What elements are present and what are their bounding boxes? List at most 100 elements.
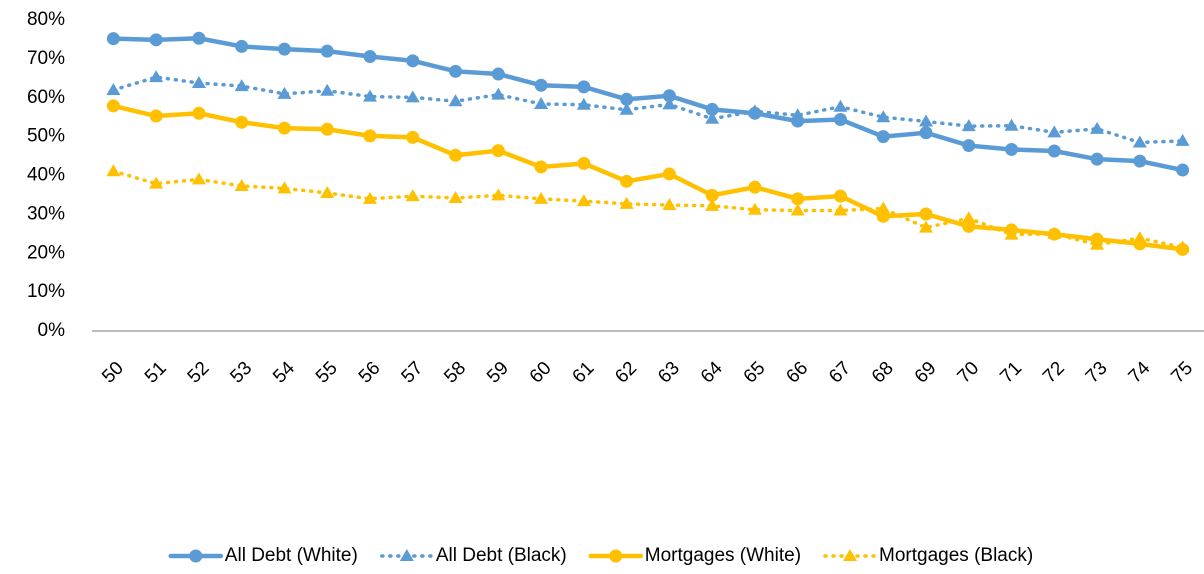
point [320,122,334,136]
point [1175,133,1190,146]
point [747,202,762,215]
point [149,70,164,83]
point [1132,231,1147,244]
x-tick-label: 70 [954,358,984,388]
point [705,188,719,202]
point [320,44,334,58]
point [191,172,206,185]
x-tick-label: 66 [782,358,812,388]
point [919,114,933,127]
point [790,203,805,216]
x-tick-label: 68 [868,358,898,388]
point [491,87,506,100]
point [491,188,506,201]
point [705,102,719,116]
point [363,50,377,64]
point [705,111,720,124]
x-tick-label: 59 [483,358,513,388]
point [876,110,891,123]
x-tick-label: 51 [141,358,171,388]
point [1004,227,1019,240]
legend-label: All Debt (Black) [436,545,567,566]
point [405,189,420,202]
point [662,198,677,211]
series-line [111,75,1185,145]
point [1047,125,1062,138]
x-tick-label: 54 [269,357,299,387]
y-tick-label: 40% [27,165,65,186]
y-tick-label: 0% [38,320,66,341]
x-tick-label: 52 [184,358,214,388]
point [277,121,291,135]
x-tick-label: 56 [355,358,385,388]
point [919,126,933,140]
point [705,198,720,211]
point [919,220,933,233]
point [1047,144,1061,158]
point [962,139,976,153]
y-tick-label: 50% [27,126,65,147]
legend-label: All Debt (White) [225,545,358,566]
point [363,191,377,204]
legend-marker [399,549,414,561]
point [534,78,548,92]
point [1090,237,1105,250]
x-tick-label: 57 [398,358,428,388]
point [747,104,762,117]
point [1004,118,1019,131]
point [534,160,548,174]
y-tick-label: 30% [27,203,65,224]
y-tick-label: 60% [27,87,65,108]
point [106,99,120,113]
x-tick-label: 55 [312,358,342,388]
point [790,108,805,121]
legend-label: Mortgages (Black) [879,545,1033,566]
point [491,67,505,81]
point [1090,121,1105,134]
point [448,94,463,107]
point [662,89,676,103]
point [577,80,591,94]
point [406,130,420,144]
point [619,196,634,209]
point [363,129,377,143]
point [534,191,549,204]
point [833,203,848,216]
point [192,31,206,45]
point [919,207,933,221]
point [106,82,121,95]
point [534,96,549,109]
legend-marker [609,549,623,563]
point [620,174,634,188]
point [620,92,634,106]
point [277,42,291,56]
point [833,99,848,112]
point [448,191,463,204]
point [277,86,292,99]
x-tick-label: 73 [1082,358,1112,388]
point [1132,135,1147,148]
point [320,185,335,198]
legend-marker [843,549,858,561]
y-tick-label: 20% [27,242,65,263]
point [192,106,206,120]
legend-label: Mortgages (White) [645,545,801,566]
point [1176,163,1190,177]
y-tick-label: 70% [27,48,65,69]
point [235,115,249,129]
point [363,89,377,102]
point [1133,154,1147,168]
point [106,164,121,177]
point [406,54,420,68]
x-tick-label: 63 [654,358,684,388]
x-tick-label: 60 [526,358,556,388]
point [833,189,847,203]
point [234,178,249,191]
point [876,201,891,214]
point [961,119,976,132]
y-tick-label: 10% [27,281,65,302]
point [106,32,120,46]
point [449,64,463,78]
x-tick-label: 62 [611,358,641,388]
